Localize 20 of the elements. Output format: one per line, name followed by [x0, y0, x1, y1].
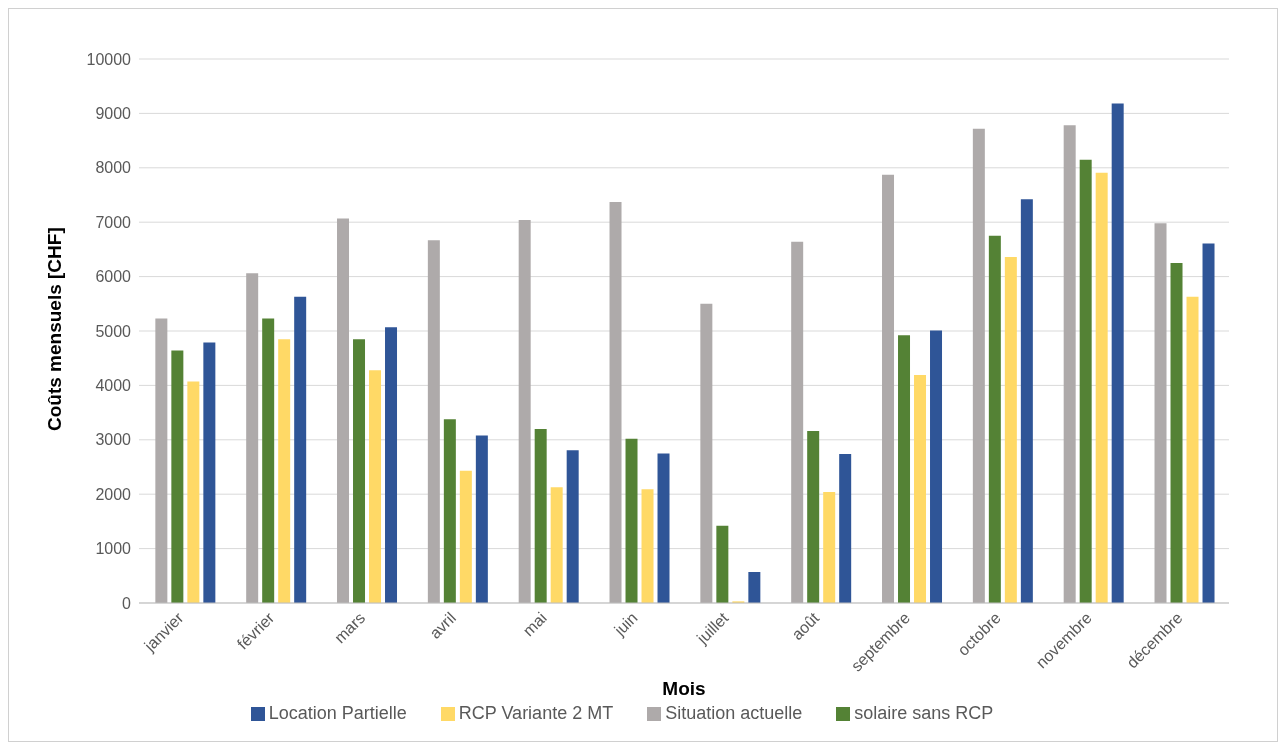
y-tick-label: 2000 — [95, 485, 132, 503]
y-tick-label: 9000 — [95, 105, 132, 123]
legend-label: Location Partielle — [268, 703, 407, 723]
y-tick-label: 3000 — [95, 431, 132, 449]
x-tick-label: août — [788, 608, 823, 644]
legend-label: Situation actuelle — [665, 703, 803, 723]
x-tick-label: mai — [519, 609, 550, 640]
x-axis-title: Mois — [662, 678, 706, 699]
legend-label: solaire sans RCP — [854, 703, 994, 723]
x-tick-label: juin — [610, 609, 641, 640]
y-tick-label: 5000 — [95, 322, 132, 340]
y-tick-label: 8000 — [95, 159, 132, 177]
y-tick-label: 6000 — [95, 268, 132, 286]
y-tick-label: 7000 — [95, 213, 132, 231]
y-axis-title: Coûts mensuels [CHF] — [43, 227, 65, 431]
y-tick-label: 4000 — [95, 377, 132, 395]
legend-label: RCP Variante 2 MT — [458, 703, 614, 723]
y-tick-label: 1000 — [95, 540, 132, 558]
y-tick-label: 10000 — [86, 50, 132, 68]
y-tick-label: 0 — [122, 594, 132, 612]
